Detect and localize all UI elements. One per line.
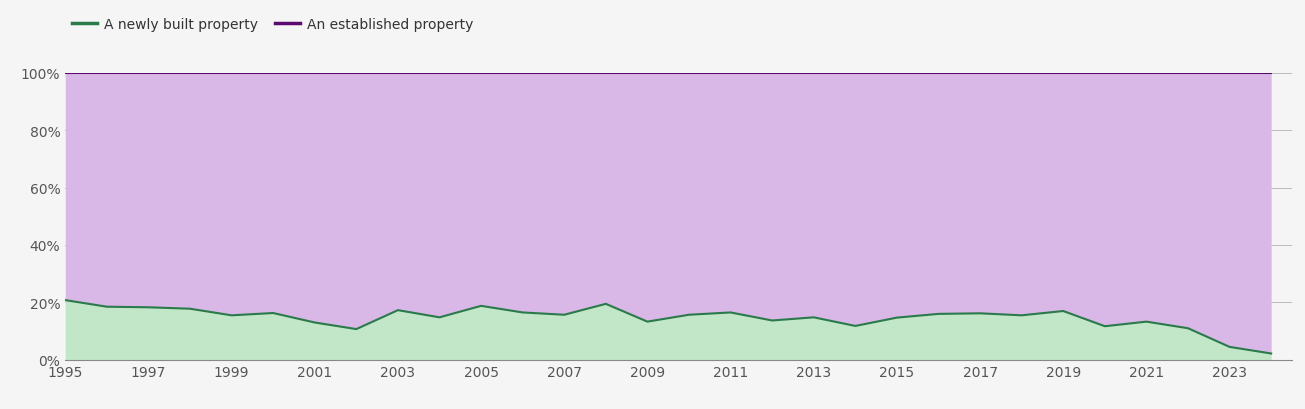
Legend: A newly built property, An established property: A newly built property, An established p… bbox=[72, 18, 474, 31]
